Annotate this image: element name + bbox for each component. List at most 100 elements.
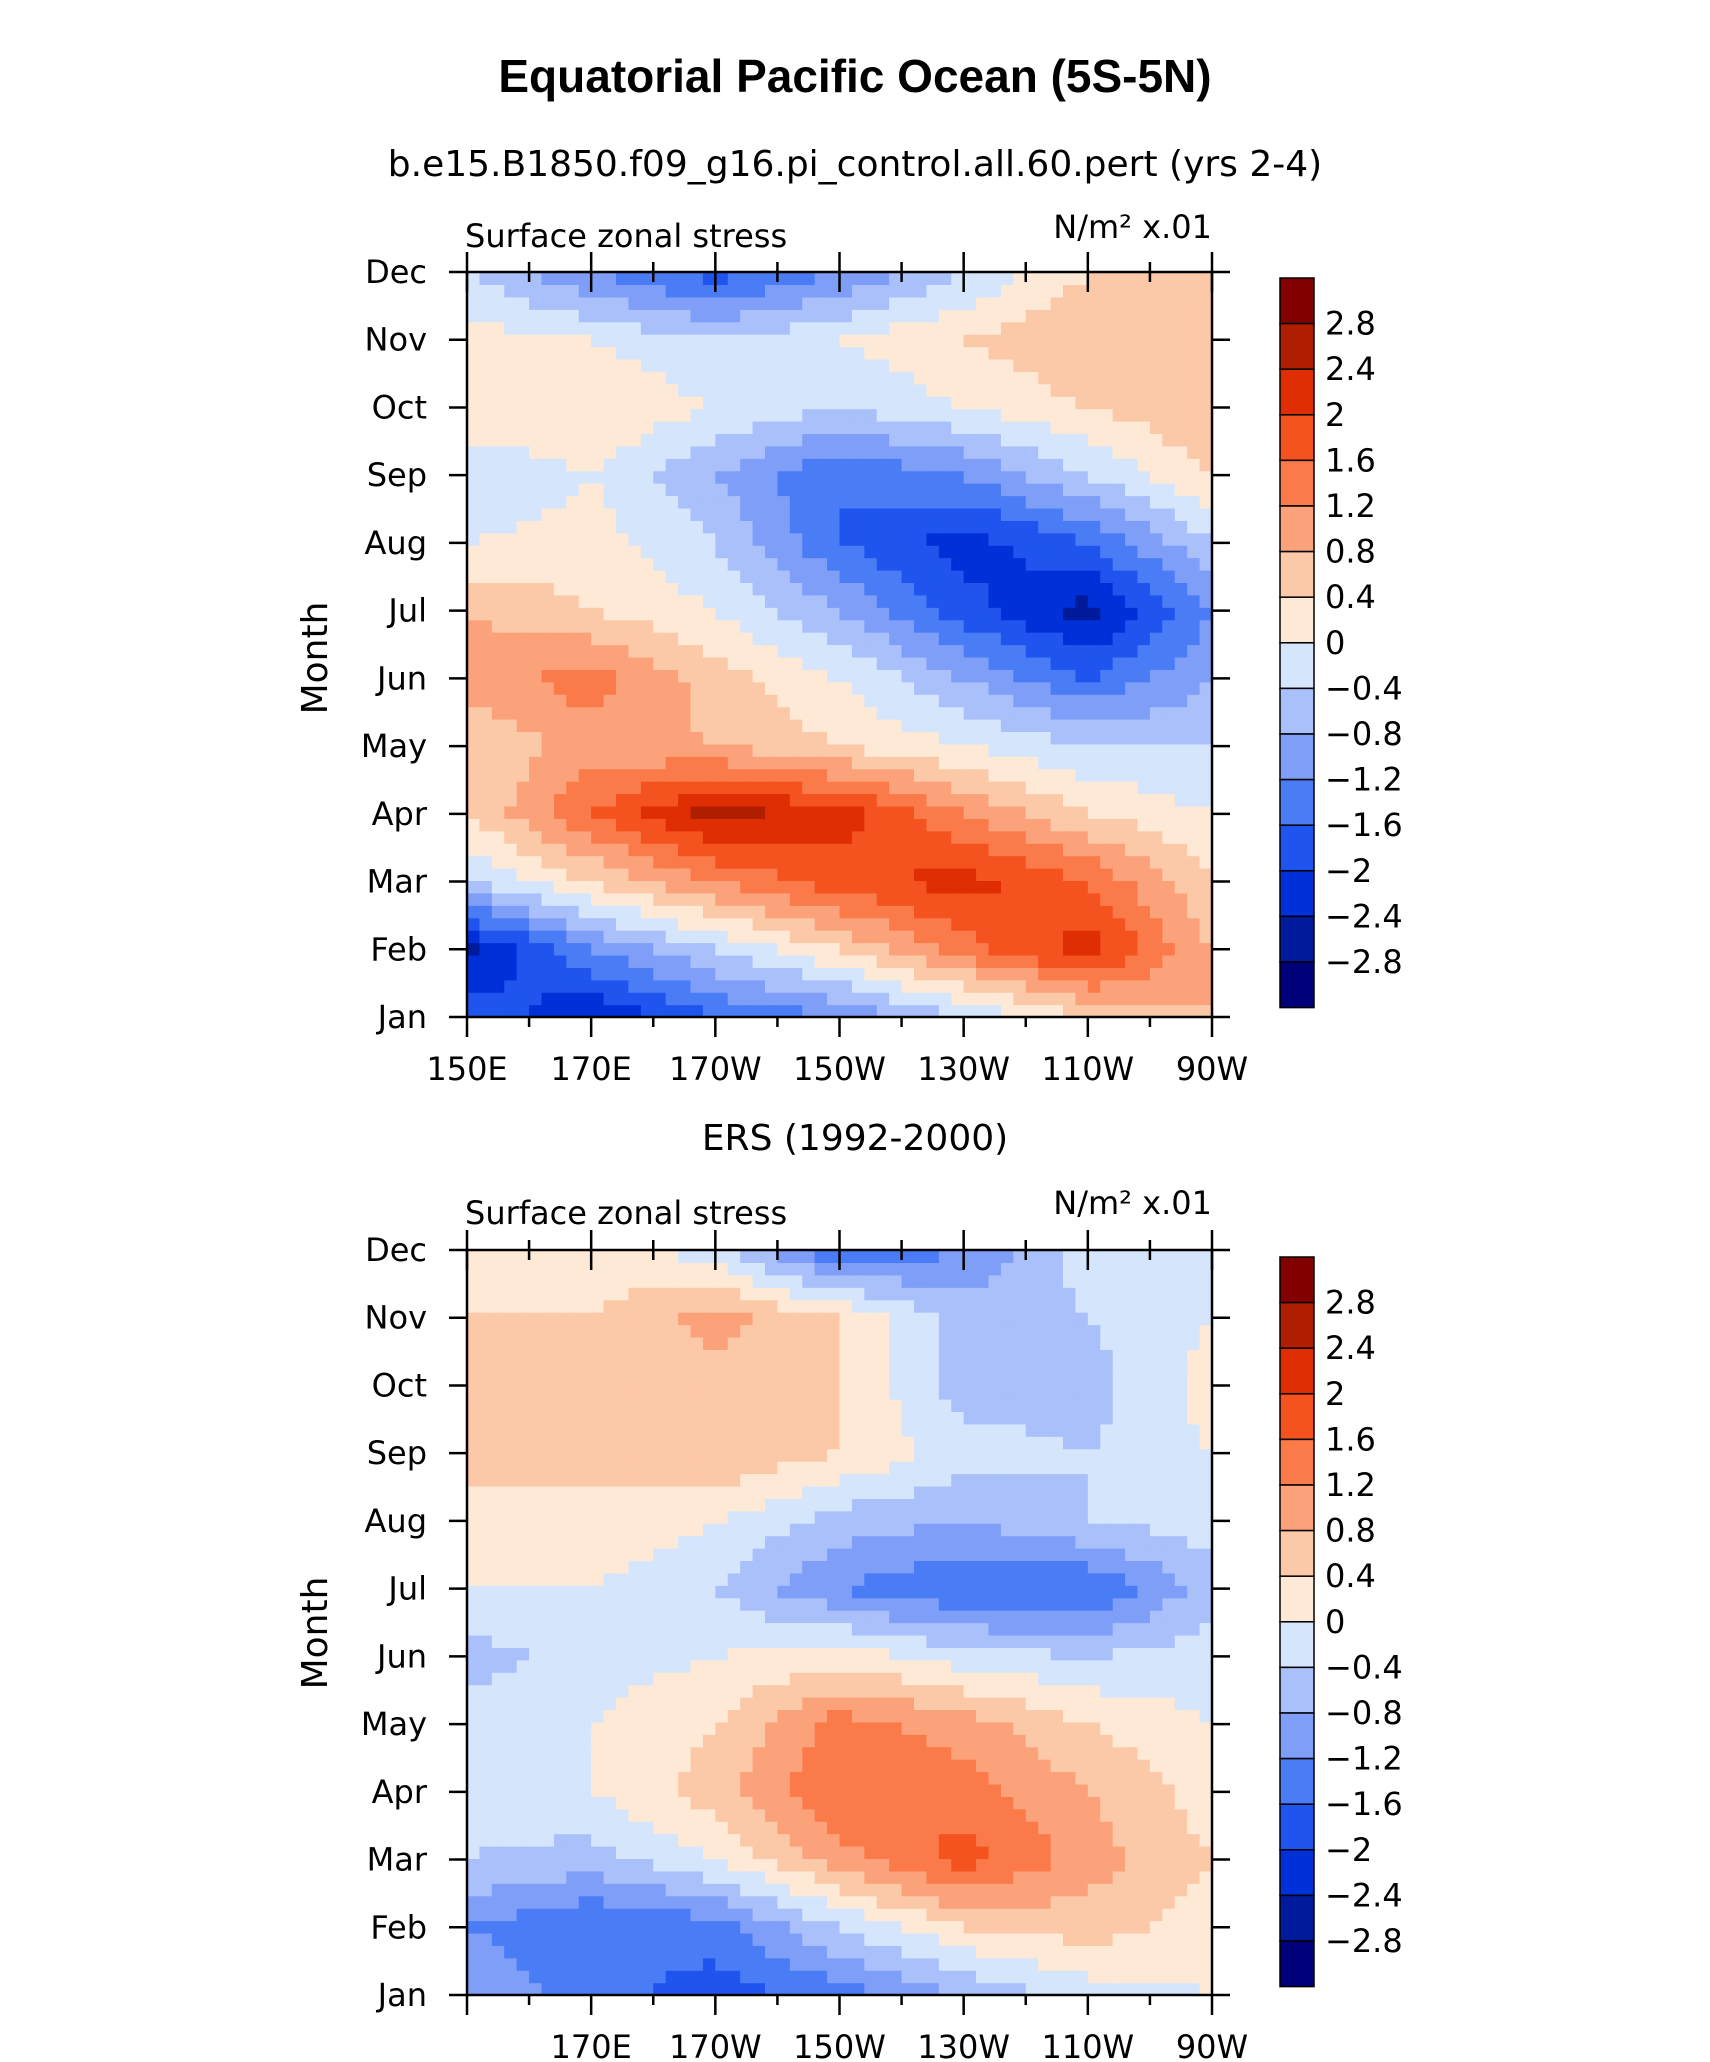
heatmap-cell	[827, 892, 841, 906]
heatmap-cell	[479, 445, 493, 459]
heatmap-cell	[715, 1908, 729, 1922]
heatmap-cell	[1038, 346, 1052, 360]
heatmap-cell	[1050, 743, 1064, 757]
heatmap-cell	[1087, 768, 1101, 782]
heatmap-cell	[702, 644, 716, 658]
heatmap-cell	[851, 396, 865, 410]
heatmap-cell	[1000, 967, 1014, 981]
heatmap-cell	[467, 892, 481, 906]
heatmap-cell	[1125, 532, 1139, 546]
heatmap-cell	[553, 507, 567, 521]
heatmap-cell	[1013, 1808, 1027, 1822]
heatmap-cell	[467, 930, 481, 944]
heatmap-cell	[802, 1870, 816, 1884]
heatmap-cell	[777, 408, 791, 422]
heatmap-cell	[951, 557, 965, 571]
heatmap-cell	[802, 495, 816, 509]
heatmap-cell	[628, 892, 642, 906]
heatmap-cell	[1050, 992, 1064, 1006]
heatmap-cell	[789, 619, 803, 633]
heatmap-cell	[889, 793, 903, 807]
heatmap-cell	[491, 1808, 505, 1822]
heatmap-cell	[963, 669, 977, 683]
heatmap-cell	[802, 954, 816, 968]
heatmap-cell	[516, 557, 530, 571]
heatmap-cell	[901, 272, 915, 286]
heatmap-cell	[1063, 421, 1077, 435]
heatmap-cell	[740, 681, 754, 695]
heatmap-cell	[702, 731, 716, 745]
heatmap-cell	[491, 520, 505, 534]
heatmap-cell	[1063, 507, 1077, 521]
heatmap-cell	[1199, 1895, 1212, 1909]
heatmap-cell	[702, 1746, 716, 1760]
heatmap-cell	[889, 1945, 903, 1959]
heatmap-cell	[1063, 781, 1077, 795]
heatmap-cell	[864, 1004, 878, 1017]
heatmap-cell	[665, 371, 679, 385]
heatmap-cell	[603, 1945, 617, 1959]
heatmap-cell	[740, 1908, 754, 1922]
heatmap-cell	[1038, 669, 1052, 683]
heatmap-cell	[789, 731, 803, 745]
heatmap-cell	[1137, 768, 1151, 782]
heatmap-cell	[752, 570, 766, 584]
heatmap-cell	[653, 334, 667, 348]
heatmap-cell	[578, 383, 592, 397]
heatmap-cell	[839, 979, 853, 993]
heatmap-cell	[665, 1759, 679, 1773]
heatmap-cell	[678, 917, 692, 931]
heatmap-cell	[467, 1970, 481, 1984]
heatmap-cell	[814, 1932, 828, 1946]
heatmap-cell	[1087, 1734, 1101, 1748]
heatmap-cell	[491, 855, 505, 869]
heatmap-cell	[702, 1883, 716, 1897]
heatmap-cell	[938, 1746, 952, 1760]
heatmap-cell	[479, 1945, 493, 1959]
heatmap-cell	[603, 309, 617, 323]
heatmap-cell	[1050, 719, 1064, 733]
heatmap-cell	[616, 967, 630, 981]
heatmap-cell	[814, 1771, 828, 1785]
heatmap-cell	[839, 1004, 853, 1017]
heatmap-cell	[938, 967, 952, 981]
heatmap-cell	[1100, 781, 1114, 795]
heatmap-cell	[628, 1833, 642, 1847]
heatmap-cell	[1063, 743, 1077, 757]
heatmap-cell	[963, 346, 977, 360]
heatmap-cell	[1174, 892, 1188, 906]
heatmap-cell	[553, 656, 567, 670]
heatmap-cell	[851, 1945, 865, 1959]
heatmap-cell	[765, 843, 779, 857]
heatmap-cell	[864, 383, 878, 397]
heatmap-cell	[491, 669, 505, 683]
heatmap-cell	[1199, 1004, 1212, 1017]
heatmap-cell	[1063, 756, 1077, 770]
heatmap-cell	[752, 1771, 766, 1785]
heatmap-cell	[1187, 334, 1201, 348]
heatmap-cell	[727, 520, 741, 534]
colorbar-label: 2.8	[1325, 305, 1376, 343]
heatmap-cell	[951, 458, 965, 472]
heatmap-cell	[665, 905, 679, 919]
heatmap-cell	[876, 570, 890, 584]
heatmap-cell	[1013, 358, 1027, 372]
heatmap-cell	[839, 1858, 853, 1872]
heatmap-cell	[678, 284, 692, 298]
heatmap-cell	[752, 309, 766, 323]
heatmap-cell	[839, 731, 853, 745]
heatmap-cell	[976, 421, 990, 435]
heatmap-cell	[1162, 719, 1176, 733]
heatmap-cell	[864, 1957, 878, 1971]
heatmap-cell	[1025, 1932, 1039, 1946]
heatmap-cell	[1038, 930, 1052, 944]
heatmap-cell	[1000, 1759, 1014, 1773]
heatmap-cell	[914, 421, 928, 435]
heatmap-cell	[740, 1870, 754, 1884]
heatmap-cell	[1137, 1858, 1151, 1872]
heatmap-cell	[479, 1734, 493, 1748]
heatmap-cell	[566, 781, 580, 795]
heatmap-cell	[1087, 570, 1101, 584]
heatmap-cell	[851, 979, 865, 993]
heatmap-cell	[789, 1846, 803, 1860]
